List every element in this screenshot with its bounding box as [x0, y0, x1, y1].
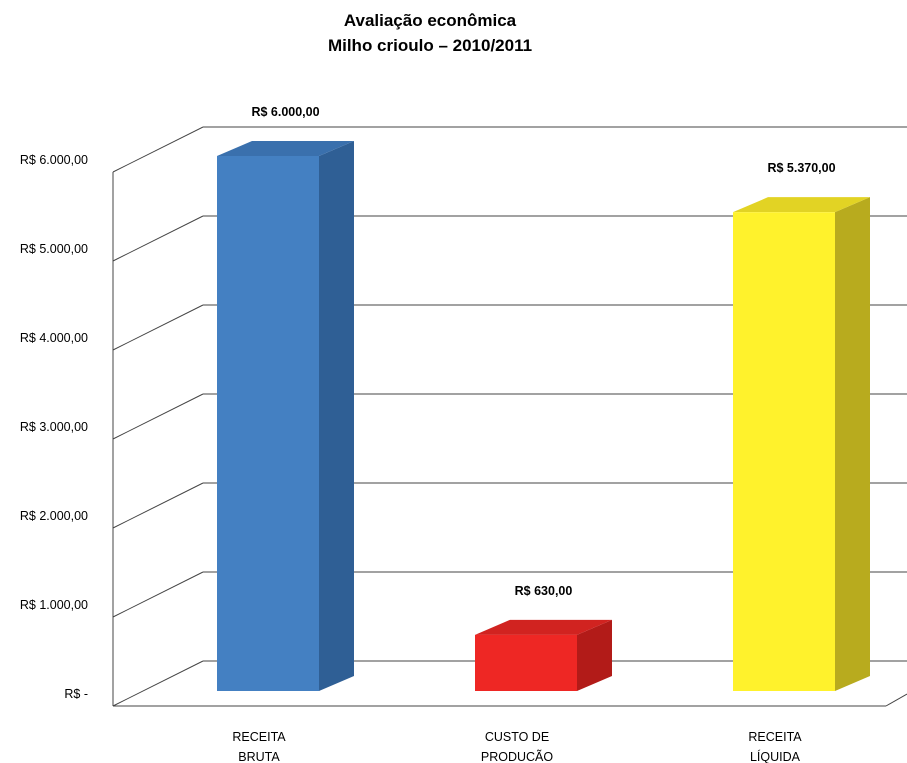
- y-tick-label: R$ -: [64, 687, 88, 701]
- bar-top: [475, 619, 612, 635]
- category-label: BRUTA: [238, 750, 280, 763]
- y-tick-label: R$ 5.000,00: [20, 242, 88, 256]
- bar-front: [733, 212, 835, 692]
- bar-top: [733, 197, 870, 213]
- bar-front: [217, 156, 319, 691]
- floor-right-edge: [885, 693, 907, 707]
- y-axis-tick-labels: R$ - R$ 1.000,00 R$ 2.000,00 R$ 3.000,00 R$ …: [20, 153, 88, 701]
- gridline-side: [112, 571, 204, 618]
- bar: [475, 619, 612, 691]
- category-label: RECEITA: [232, 730, 286, 744]
- bar-side: [835, 197, 870, 692]
- category-label: RECEITA: [748, 730, 802, 744]
- bar-side: [577, 619, 612, 691]
- category-label: CUSTO DE: [485, 730, 549, 744]
- data-label: R$ 5.370,00: [767, 161, 835, 175]
- y-tick-label: R$ 1.000,00: [20, 598, 88, 612]
- gridline-side: [112, 215, 204, 262]
- bar: [217, 141, 354, 691]
- data-label: R$ 6.000,00: [251, 105, 319, 119]
- bar-top: [217, 141, 354, 156]
- bars: [217, 141, 870, 692]
- gridline-side: [112, 304, 204, 351]
- chart-title-line-2: Milho crioulo – 2010/2011: [328, 36, 532, 55]
- gridline-side: [112, 393, 204, 440]
- category-label: PRODUCÃO: [481, 750, 554, 763]
- bar-side: [319, 141, 354, 691]
- y-tick-label: R$ 2.000,00: [20, 509, 88, 523]
- chart-title-line-1: Avaliação econômica: [344, 11, 517, 30]
- y-tick-label: R$ 3.000,00: [20, 420, 88, 434]
- gridline-side: [112, 482, 204, 529]
- gridline-side: [112, 660, 204, 707]
- bar-front: [475, 634, 577, 691]
- data-label: R$ 630,00: [515, 584, 573, 598]
- data-labels: R$ 6.000,00 R$ 630,00 R$ 5.370,00: [251, 105, 835, 598]
- gridline-side: [112, 126, 204, 173]
- category-label: LÍQUIDA: [750, 749, 801, 763]
- y-tick-label: R$ 4.000,00: [20, 331, 88, 345]
- x-axis-category-labels: RECEITA BRUTA CUSTO DE PRODUCÃO RECEITA LÍQUI…: [232, 730, 802, 763]
- bar: [733, 197, 870, 692]
- chart-title: Avaliação econômica Milho crioulo – 2010…: [328, 11, 532, 55]
- y-tick-label: R$ 6.000,00: [20, 153, 88, 167]
